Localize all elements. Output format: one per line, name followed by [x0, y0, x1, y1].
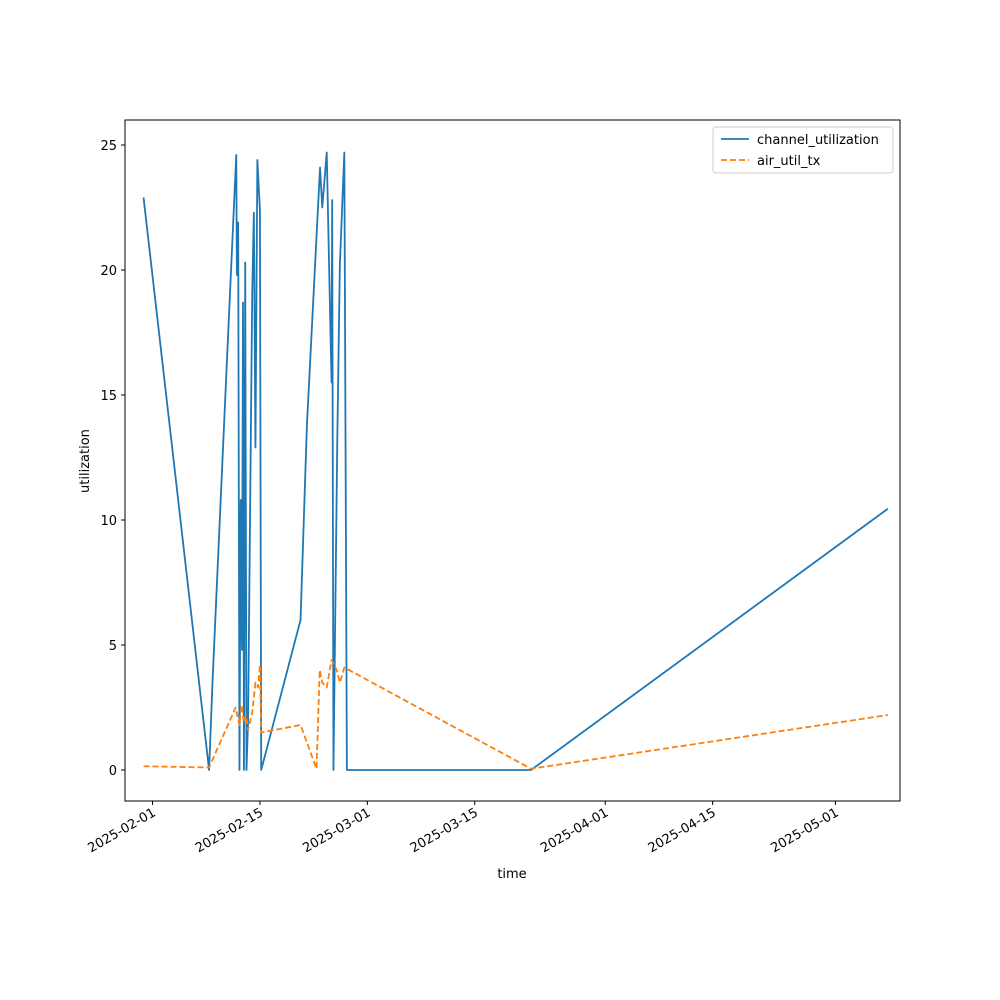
x-tick-label: 2025-02-15 — [193, 805, 266, 856]
y-axis: 0 5 10 15 20 25 — [100, 139, 125, 779]
y-tick-label: 0 — [109, 764, 117, 779]
series-layer — [142, 151, 889, 771]
y-tick-label: 15 — [100, 389, 117, 404]
axes-frame — [124, 119, 901, 802]
y-tick-label: 10 — [100, 514, 117, 529]
plot-area — [124, 119, 901, 802]
series-line-air-util-tx — [143, 659, 888, 770]
x-tick-label: 2025-02-01 — [86, 805, 159, 856]
legend-label-air-util-tx: air_util_tx — [757, 154, 821, 169]
legend: channel_utilization air_util_tx — [712, 126, 894, 174]
x-tick-label: 2025-05-01 — [768, 805, 841, 856]
y-axis-label: utilization — [78, 429, 93, 493]
x-tick-label: 2025-03-15 — [408, 805, 481, 856]
legend-label-channel-utilization: channel_utilization — [757, 133, 879, 148]
y-tick-label: 5 — [109, 639, 117, 654]
x-axis: 2025-02-01 2025-02-15 2025-03-01 2025-03-15… — [86, 801, 841, 856]
x-tick-label: 2025-04-01 — [538, 805, 611, 856]
x-tick-label: 2025-04-15 — [646, 805, 719, 856]
series-line-channel-utilization — [142, 151, 889, 771]
x-tick-label: 2025-03-01 — [300, 805, 373, 856]
y-tick-label: 25 — [100, 139, 117, 154]
x-axis-label: time — [497, 867, 526, 882]
legend-box — [712, 126, 894, 174]
y-tick-label: 20 — [100, 264, 117, 279]
